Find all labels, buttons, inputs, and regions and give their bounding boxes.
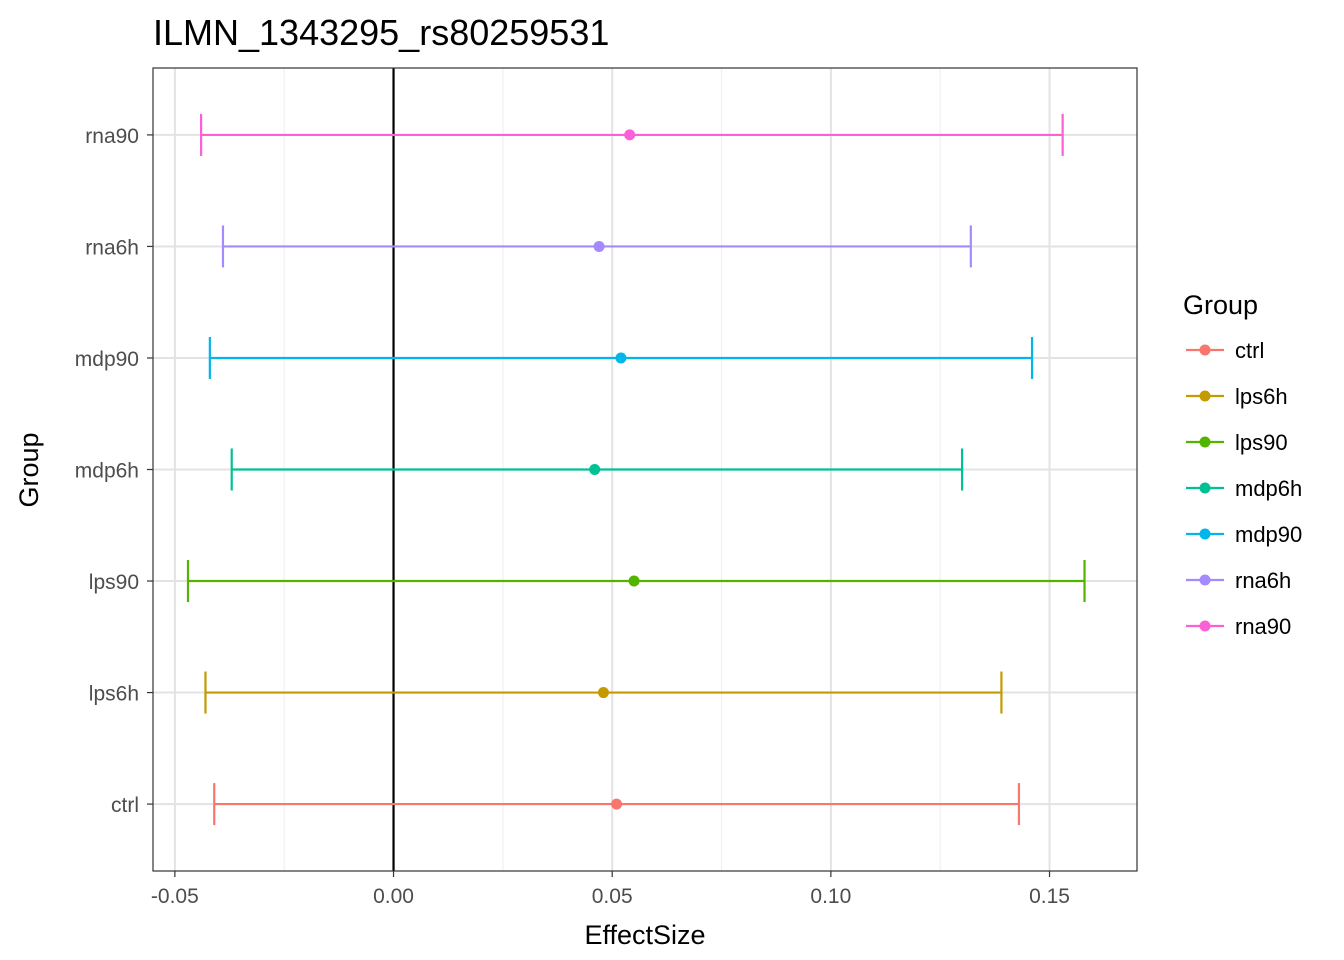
point-estimate [589, 464, 601, 475]
errorbar-ctrl [213, 783, 1021, 826]
errorbar-mdp6h [230, 448, 964, 491]
y-tick-label: lps6h [89, 683, 139, 706]
legend-item-lps90: lps90 [1186, 430, 1288, 455]
y-axis: ctrl lps6h lps90 mdp6h mdp90 rna6h rna90 [75, 125, 153, 817]
errorbar-rna6h [221, 225, 972, 268]
point-estimate [628, 575, 640, 587]
point-estimate [615, 352, 627, 364]
y-tick-label: mdp6h [75, 460, 139, 483]
y-tick-label: mdp90 [75, 348, 139, 371]
x-axis: -0.05 0.00 0.05 0.10 0.15 [151, 871, 1070, 908]
x-tick-label: 0.15 [1029, 885, 1070, 908]
errorbar-rna90 [200, 113, 1064, 156]
point-estimate [611, 798, 623, 810]
legend-item-rna90: rna90 [1186, 614, 1291, 639]
legend-title: Group [1183, 290, 1258, 320]
y-axis-title: Group [14, 432, 44, 507]
x-axis-title: EffectSize [584, 920, 705, 950]
point-estimate [593, 240, 605, 252]
plot-panel [152, 67, 1138, 872]
legend-item-mdp6h: mdp6h [1186, 476, 1302, 501]
x-tick-label: -0.05 [151, 885, 199, 908]
legend-label: mdp90 [1235, 522, 1302, 547]
x-tick-label: 0.00 [373, 885, 414, 908]
legend-label: rna6h [1235, 568, 1291, 593]
errorbar-mdp90 [208, 336, 1034, 379]
y-tick-label: ctrl [111, 794, 139, 817]
legend-key-point [1199, 620, 1211, 632]
legend-item-mdp90: mdp90 [1186, 522, 1302, 547]
legend-item-rna6h: rna6h [1186, 568, 1291, 593]
y-tick-label: lps90 [89, 571, 139, 594]
x-tick-label: 0.05 [592, 885, 633, 908]
legend-label: lps90 [1235, 430, 1288, 455]
legend: Group ctrl lps6h lps90 mdp6h mdp90 rna6h rna90 [1183, 290, 1302, 639]
legend-key-point [1199, 574, 1211, 586]
legend-label: lps6h [1235, 384, 1288, 409]
legend-key-point [1199, 528, 1211, 540]
legend-key-point [1199, 482, 1211, 494]
x-tick-label: 0.10 [810, 885, 851, 908]
legend-label: ctrl [1235, 338, 1264, 363]
errorbar-lps90 [186, 560, 1086, 603]
legend-key-point [1199, 344, 1211, 356]
legend-key-point [1199, 390, 1211, 402]
legend-item-lps6h: lps6h [1186, 384, 1288, 409]
legend-key-point [1199, 436, 1211, 448]
y-tick-label: rna6h [85, 236, 139, 259]
chart-title: ILMN_1343295_rs80259531 [153, 12, 609, 53]
legend-label: rna90 [1235, 614, 1291, 639]
legend-label: mdp6h [1235, 476, 1302, 501]
errorbar-lps6h [204, 671, 1003, 714]
point-estimate [624, 129, 636, 141]
y-tick-label: rna90 [85, 125, 139, 148]
legend-item-ctrl: ctrl [1186, 338, 1264, 363]
point-estimate [597, 687, 609, 699]
